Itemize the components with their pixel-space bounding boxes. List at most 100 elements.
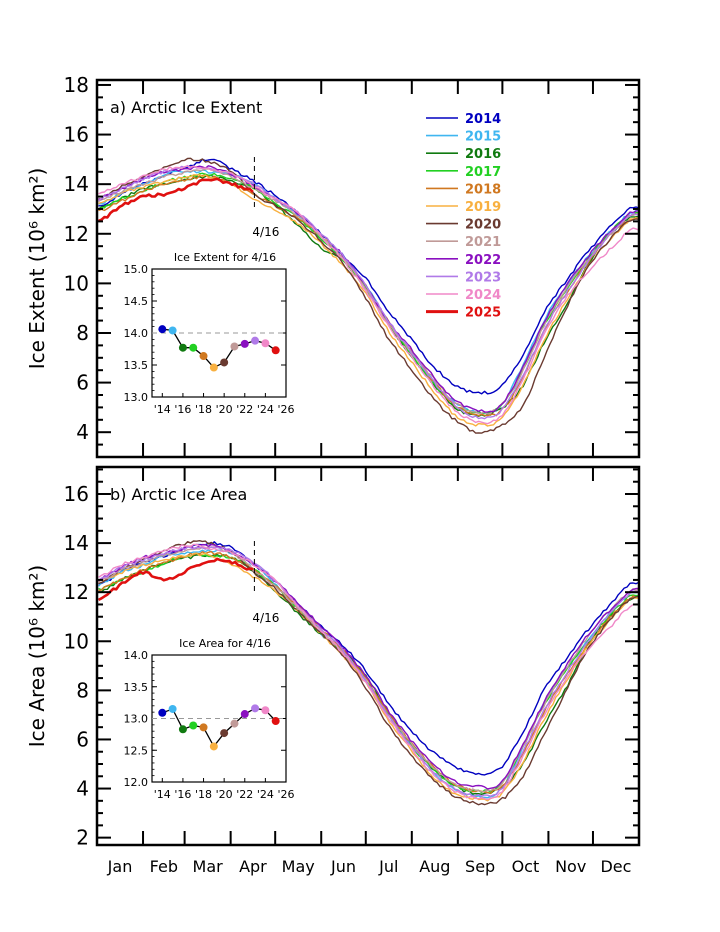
plot-frame xyxy=(95,465,641,847)
inset-point-2023 xyxy=(251,336,260,345)
inset-y-tick-label: 13.0 xyxy=(124,391,149,404)
y-axis-label: Ice Extent (10⁶ km²) xyxy=(25,168,49,370)
series-line-2025 xyxy=(97,177,254,223)
inset-point-2016 xyxy=(178,725,187,734)
inset-x-tick-label: '16 xyxy=(174,788,191,801)
inset-point-2019 xyxy=(209,363,218,372)
y-axis-label: Ice Area (10⁶ km²) xyxy=(25,565,49,747)
legend-label-2022: 2022 xyxy=(465,253,501,268)
y-tick-label: 14 xyxy=(64,172,89,196)
y-axis: 4 6 8 10 12 14 16 18 xyxy=(64,73,639,458)
y-tick-label: 14 xyxy=(64,531,89,555)
date-marker-label: 4/16 xyxy=(252,225,279,239)
inset-x-tick-label: '24 xyxy=(257,788,274,801)
inset-point-2024 xyxy=(261,339,270,348)
y-tick-label: 10 xyxy=(64,271,89,295)
panel-title: a) Arctic Ice Extent xyxy=(110,98,262,117)
series-lines xyxy=(97,540,640,806)
plot-frame xyxy=(95,78,641,459)
month-label-feb: Feb xyxy=(150,857,178,876)
inset-y-tick-label: 14.0 xyxy=(124,649,149,662)
legend-label-2023: 2023 xyxy=(465,270,501,285)
y-tick-label: 16 xyxy=(64,482,89,506)
inset-x-tick-label: '16 xyxy=(174,403,191,416)
inset-y-tick-label: 13.5 xyxy=(124,681,149,694)
inset-point-2022 xyxy=(240,710,249,719)
panel-extent: 4 6 8 10 12 14 16 18 Ice Extent (10⁶ km²) a) Arct… xyxy=(25,73,641,459)
y-tick-label: 8 xyxy=(76,678,89,702)
inset-point-2014 xyxy=(158,325,167,334)
month-label-mar: Mar xyxy=(193,857,224,876)
series-line-2020 xyxy=(98,157,640,434)
y-tick-label: 18 xyxy=(64,73,89,97)
y-tick-label: 6 xyxy=(76,371,89,395)
legend-label-2016: 2016 xyxy=(465,147,501,162)
inset-point-2020 xyxy=(220,729,229,738)
y-tick-label: 4 xyxy=(76,420,89,444)
inset-y-tick-label: 14.5 xyxy=(124,295,149,308)
month-label-nov: Nov xyxy=(555,857,586,876)
inset-x-tick-label: '18 xyxy=(195,403,212,416)
y-axis: 2 4 6 8 10 12 14 16 xyxy=(64,468,639,850)
legend-label-2017: 2017 xyxy=(465,165,501,180)
inset-y-tick-label: 14.0 xyxy=(124,327,149,340)
y-tick-label: 10 xyxy=(64,629,89,653)
y-tick-label: 2 xyxy=(76,826,89,850)
inset-point-2019 xyxy=(209,742,218,751)
inset-x-tick-label: '24 xyxy=(257,403,274,416)
date-marker-label: 4/16 xyxy=(252,611,279,625)
inset-title: Ice Area for 4/16 xyxy=(179,637,271,650)
inset-point-2023 xyxy=(251,704,260,713)
inset-point-2014 xyxy=(158,708,167,717)
inset-point-2016 xyxy=(178,343,187,352)
inset-point-2020 xyxy=(220,358,229,367)
series-line-2024 xyxy=(98,543,640,801)
month-label-dec: Dec xyxy=(600,857,631,876)
y-tick-label: 6 xyxy=(76,727,89,751)
legend-label-2015: 2015 xyxy=(465,130,501,145)
inset-point-2015 xyxy=(168,704,177,713)
y-tick-label: 8 xyxy=(76,321,89,345)
legend-label-2014: 2014 xyxy=(465,112,501,127)
inset-y-tick-label: 13.5 xyxy=(124,359,149,372)
inset-chart: Ice Area for 4/16 12.0 12.5 13.0 13.5 14.0 '14… xyxy=(124,637,295,801)
month-label-sep: Sep xyxy=(465,857,495,876)
inset-x-tick-label: '20 xyxy=(216,788,233,801)
inset-point-2022 xyxy=(240,339,249,348)
series-line-2021 xyxy=(98,168,640,415)
month-label-jan: Jan xyxy=(107,857,133,876)
series-line-2025 xyxy=(97,557,253,602)
month-label-jul: Jul xyxy=(378,857,398,876)
series-lines xyxy=(97,157,640,434)
month-label-may: May xyxy=(282,857,315,876)
inset-y-tick-label: 12.0 xyxy=(124,776,149,789)
panel-area: 2 4 6 8 10 12 14 16 Ice Area (10⁶ km²) b) Arctic … xyxy=(25,465,641,850)
inset-point-2018 xyxy=(199,723,208,732)
inset-title: Ice Extent for 4/16 xyxy=(174,251,276,264)
inset-x-tick-label: '26 xyxy=(277,788,294,801)
panel-title: b) Arctic Ice Area xyxy=(110,485,247,504)
series-line-2024 xyxy=(98,165,640,425)
y-tick-label: 12 xyxy=(64,222,89,246)
inset-point-2017 xyxy=(189,343,198,352)
inset-point-2024 xyxy=(261,706,270,715)
inset-x-tick-label: '20 xyxy=(216,403,233,416)
inset-x-tick-label: '14 xyxy=(154,403,171,416)
inset-x-tick-label: '18 xyxy=(195,788,212,801)
inset-chart: Ice Extent for 4/16 13.0 13.5 14.0 14.5 15.0 '… xyxy=(124,251,295,416)
y-tick-label: 4 xyxy=(76,777,89,801)
legend: 2014 2015 2016 2017 2018 2019 2020 2021 2022 2023… xyxy=(426,112,501,321)
inset-point-2017 xyxy=(189,721,198,730)
inset-y-tick-label: 15.0 xyxy=(124,263,149,276)
month-label-oct: Oct xyxy=(512,857,540,876)
inset-point-2025 xyxy=(271,717,280,726)
legend-label-2021: 2021 xyxy=(465,235,501,250)
month-label-apr: Apr xyxy=(239,857,267,876)
legend-label-2019: 2019 xyxy=(465,200,501,215)
legend-label-2025: 2025 xyxy=(465,306,501,321)
inset-x-tick-label: '14 xyxy=(154,788,171,801)
inset-point-2018 xyxy=(199,352,208,361)
month-label-aug: Aug xyxy=(419,857,450,876)
legend-label-2024: 2024 xyxy=(465,288,501,303)
